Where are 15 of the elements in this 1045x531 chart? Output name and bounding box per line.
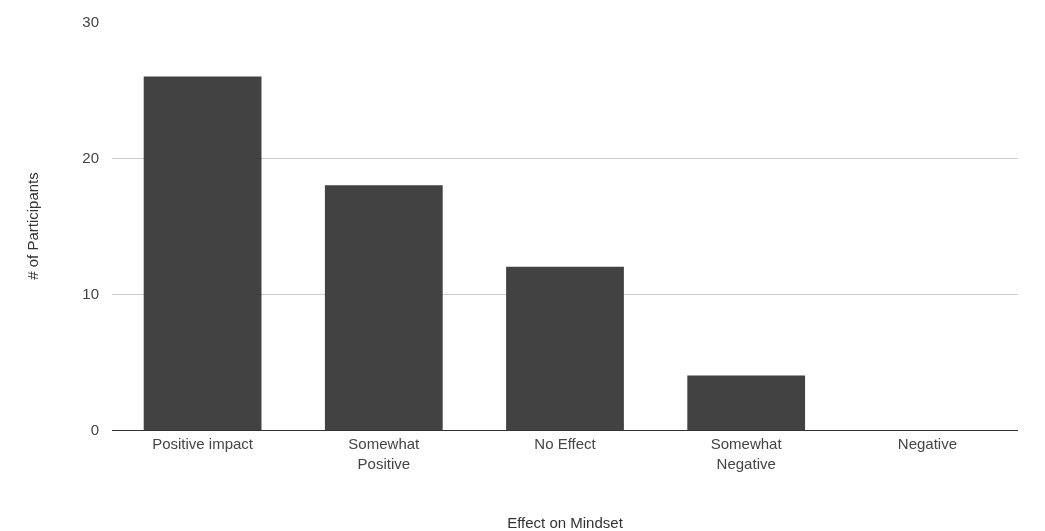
x-tick-label: No Effect (534, 435, 597, 452)
y-tick-label: 0 (90, 421, 99, 439)
x-tick-label: Somewhat Negative (710, 435, 783, 472)
x-tick-label: Somewhat Positive (348, 435, 421, 472)
x-axis-title: Effect on Mindset (507, 514, 624, 531)
x-tick-label: Negative (897, 435, 957, 452)
bar (324, 185, 443, 430)
y-axis-title: # of Participants (23, 172, 41, 280)
y-tick-label: 20 (82, 149, 99, 167)
x-tick-label: Positive impact (152, 435, 254, 452)
y-tick-label: 10 (82, 285, 99, 303)
bar (506, 266, 624, 430)
bar (143, 76, 262, 430)
bar (687, 375, 806, 430)
y-tick-label: 30 (82, 13, 99, 31)
